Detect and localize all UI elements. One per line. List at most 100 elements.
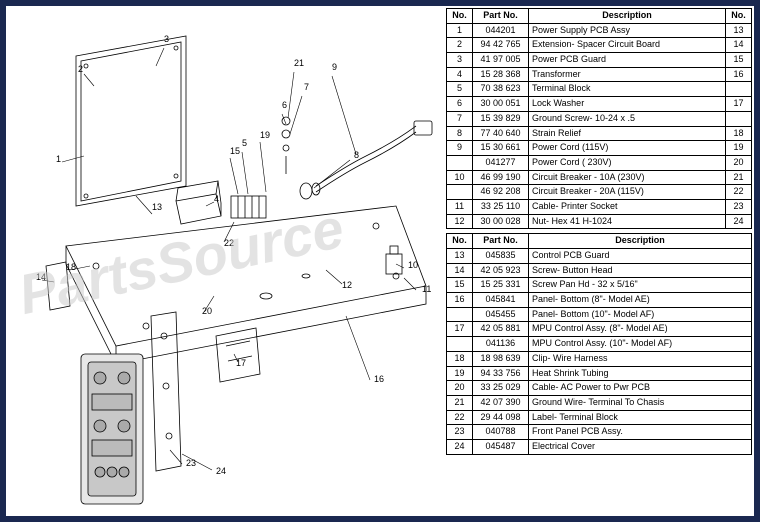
- cell: 2: [447, 38, 473, 53]
- table-row: 1230 00 028Nut- Hex 41 H-102424: [447, 214, 752, 229]
- table-row: 1133 25 110Cable- Printer Socket23: [447, 199, 752, 214]
- cell: 19: [726, 141, 752, 156]
- cell: 18 98 639: [473, 351, 529, 366]
- cell: 18: [447, 351, 473, 366]
- cell: Circuit Breaker - 20A (115V): [529, 185, 726, 200]
- cell: 7: [447, 111, 473, 126]
- cell: 23: [726, 199, 752, 214]
- cell: 4: [447, 67, 473, 82]
- cell: 24: [726, 214, 752, 229]
- cell: Electrical Cover: [529, 439, 752, 454]
- cell: [447, 337, 473, 352]
- callout-number: 5: [242, 138, 247, 148]
- cell: 16: [726, 67, 752, 82]
- parts-table-2: No. Part No. Description 13045835Control…: [446, 233, 752, 454]
- page-content: PartsSource: [6, 6, 754, 516]
- table-row: 46 92 208Circuit Breaker - 20A (115V)22: [447, 185, 752, 200]
- th-no: No.: [447, 9, 473, 24]
- callout-number: 6: [282, 100, 287, 110]
- cell: 12: [447, 214, 473, 229]
- table-row: 041277Power Cord ( 230V)20: [447, 155, 752, 170]
- callout-number: 16: [374, 374, 384, 384]
- cell: Power Cord (115V): [529, 141, 726, 156]
- cell: 14: [447, 263, 473, 278]
- callout-number: 7: [304, 82, 309, 92]
- cell: 041277: [473, 155, 529, 170]
- cell: 3: [447, 53, 473, 68]
- cell: 22: [726, 185, 752, 200]
- table-row: 294 42 765Extension- Spacer Circuit Boar…: [447, 38, 752, 53]
- callout-number: 11: [422, 284, 431, 294]
- cell: 8: [447, 126, 473, 141]
- cell: 15: [447, 278, 473, 293]
- table-row: 23040788Front Panel PCB Assy.: [447, 425, 752, 440]
- cell: 33 25 110: [473, 199, 529, 214]
- cell: 94 33 756: [473, 366, 529, 381]
- parts-tables: No. Part No. Description No. 1044201Powe…: [444, 6, 754, 516]
- cell: 29 44 098: [473, 410, 529, 425]
- callout-number: 17: [236, 358, 246, 368]
- th-partno: Part No.: [473, 9, 529, 24]
- cell: 24: [447, 439, 473, 454]
- th-no: No.: [447, 234, 473, 249]
- cell: 15 25 331: [473, 278, 529, 293]
- cell: Extension- Spacer Circuit Board: [529, 38, 726, 53]
- cell: 21: [447, 395, 473, 410]
- table-row: 24045487Electrical Cover: [447, 439, 752, 454]
- cell: Cable- AC Power to Pwr PCB: [529, 381, 752, 396]
- callout-number: 12: [342, 280, 352, 290]
- cell: 94 42 765: [473, 38, 529, 53]
- cell: Transformer: [529, 67, 726, 82]
- table-row: 16045841Panel- Bottom (8"- Model AE): [447, 293, 752, 308]
- cell: [447, 185, 473, 200]
- cell: 045841: [473, 293, 529, 308]
- th-no2: No.: [726, 9, 752, 24]
- cell: 41 97 005: [473, 53, 529, 68]
- cell: Label- Terminal Block: [529, 410, 752, 425]
- table-row: 1515 25 331Screw Pan Hd - 32 x 5/16": [447, 278, 752, 293]
- cell: 13: [447, 249, 473, 264]
- table-row: 2033 25 029Cable- AC Power to Pwr PCB: [447, 381, 752, 396]
- cell: Lock Washer: [529, 97, 726, 112]
- cell: 15 39 829: [473, 111, 529, 126]
- table-row: 415 28 368Transformer16: [447, 67, 752, 82]
- callout-number: 9: [332, 62, 337, 72]
- table-row: 1044201Power Supply PCB Assy13: [447, 23, 752, 38]
- cell: Screw- Button Head: [529, 263, 752, 278]
- cell: 13: [726, 23, 752, 38]
- cell: 21: [726, 170, 752, 185]
- table-row: 1994 33 756Heat Shrink Tubing: [447, 366, 752, 381]
- cell: [726, 82, 752, 97]
- cell: 17: [726, 97, 752, 112]
- cell: Strain Relief: [529, 126, 726, 141]
- cell: Control PCB Guard: [529, 249, 752, 264]
- cell: 14: [726, 38, 752, 53]
- callout-number: 18: [66, 262, 76, 272]
- cell: 040788: [473, 425, 529, 440]
- callout-number: 19: [260, 130, 270, 140]
- cell: 10: [447, 170, 473, 185]
- cell: Ground Wire- Terminal To Chasis: [529, 395, 752, 410]
- cell: 30 00 028: [473, 214, 529, 229]
- table-row: 630 00 051Lock Washer17: [447, 97, 752, 112]
- callout-number: 10: [408, 260, 418, 270]
- cell: Nut- Hex 41 H-1024: [529, 214, 726, 229]
- cell: Panel- Bottom (8"- Model AE): [529, 293, 752, 308]
- table-row: 341 97 005Power PCB Guard15: [447, 53, 752, 68]
- callout-number: 23: [186, 458, 196, 468]
- cell: Power Supply PCB Assy: [529, 23, 726, 38]
- cell: 9: [447, 141, 473, 156]
- cell: 15 28 368: [473, 67, 529, 82]
- cell: Power PCB Guard: [529, 53, 726, 68]
- cell: Panel- Bottom (10"- Model AF): [529, 307, 752, 322]
- cell: 11: [447, 199, 473, 214]
- cell: 42 05 881: [473, 322, 529, 337]
- cell: 045835: [473, 249, 529, 264]
- exploded-diagram: PartsSource: [6, 6, 444, 516]
- cell: 22: [447, 410, 473, 425]
- cell: 044201: [473, 23, 529, 38]
- cell: Clip- Wire Harness: [529, 351, 752, 366]
- callout-number: 24: [216, 466, 226, 476]
- parts-table-1: No. Part No. Description No. 1044201Powe…: [446, 8, 752, 229]
- cell: 33 25 029: [473, 381, 529, 396]
